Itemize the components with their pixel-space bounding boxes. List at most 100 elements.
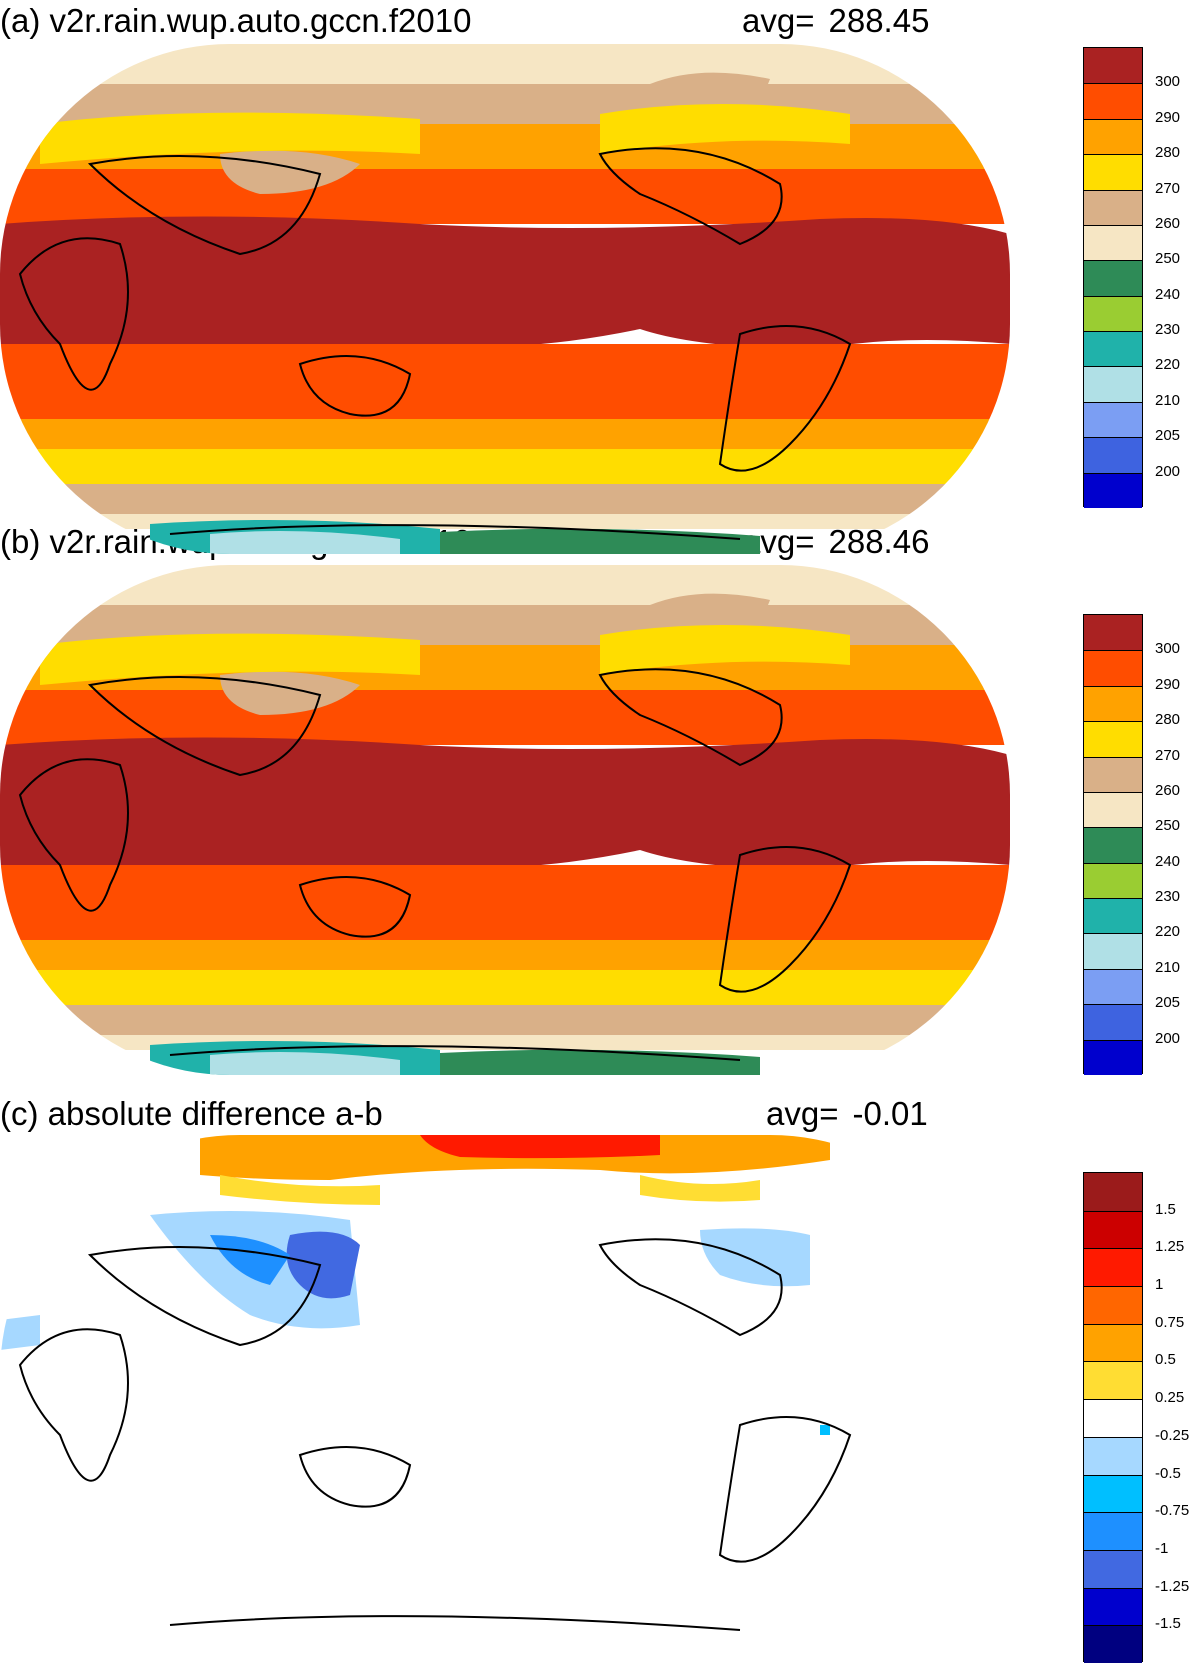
colorbar-swatch [1084, 154, 1142, 190]
band-subtropical-north [0, 169, 1010, 224]
band-subtropical-south [0, 344, 1010, 419]
colorbar-swatch [1084, 118, 1142, 155]
panel-b-average: avg= 288.46 [742, 523, 929, 561]
band-cool-south [0, 449, 1010, 484]
panel-a-avg-value: 288.45 [828, 2, 930, 39]
colorbar-swatch [1084, 1625, 1142, 1663]
band-cool-south [0, 970, 1010, 1005]
band-subtropical-south [0, 865, 1010, 940]
colorbar-tick-label: 240 [1155, 852, 1181, 870]
colorbar-tick-label: 220 [1155, 923, 1181, 941]
panel-a-colorbar: 300 290 280 270 260 250 240 230 220 210 205 200 [1083, 47, 1193, 508]
colorbar-swatch [1084, 331, 1142, 367]
panel-c-colorbar-box [1083, 1172, 1143, 1663]
colorbar-swatch [1084, 933, 1142, 969]
colorbar-swatch [1084, 1587, 1142, 1626]
antarctica-colder [210, 530, 400, 554]
colorbar-tick-label: 1 [1155, 1276, 1164, 1294]
colorbar-swatch [1084, 1549, 1142, 1588]
colorbar-tick-label: -1.5 [1155, 1615, 1181, 1633]
colorbar-tick-label: 280 [1155, 711, 1181, 729]
colorbar-swatch [1084, 1248, 1142, 1287]
north-america-cooling [700, 1228, 810, 1287]
panel-a-colorbar-box [1083, 47, 1143, 508]
colorbar-tick-label: 210 [1155, 391, 1181, 409]
panel-c-map [0, 1135, 1010, 1655]
colorbar-tick-label: -1 [1155, 1539, 1169, 1557]
band-subtropical-north [0, 690, 1010, 745]
antarctica-colder [210, 1051, 400, 1075]
colorbar-tick-label: 220 [1155, 356, 1181, 374]
colorbar-swatch [1084, 1512, 1142, 1550]
greenland [650, 593, 770, 625]
colorbar-tick-label: 280 [1155, 144, 1181, 162]
colorbar-swatch [1084, 615, 1142, 651]
asia-warm [40, 112, 420, 164]
colorbar-swatch [1084, 756, 1142, 792]
colorbar-swatch [1084, 224, 1142, 261]
africa-cooling [0, 1315, 40, 1350]
colorbar-tick-label: 1.25 [1155, 1238, 1185, 1256]
colorbar-tick-label: -0.25 [1155, 1426, 1190, 1444]
panel-a-avg-label: avg= [742, 2, 815, 39]
north-america-cool [600, 104, 850, 154]
band-southern-ocean [0, 484, 1010, 514]
colorbar-swatch [1084, 1474, 1142, 1513]
band-midlat-south [0, 419, 1010, 449]
colorbar-tick-label: 200 [1155, 462, 1181, 480]
antarctica-east [440, 528, 760, 554]
colorbar-swatch [1084, 401, 1142, 438]
warm-pool [0, 216, 1010, 349]
colorbar-tick-label: 210 [1155, 958, 1181, 976]
panel-b-colorbar: 300 290 280 270 260 250 240 230 220 210 205 200 [1083, 614, 1193, 1075]
panel-a-title: (a) v2r.rain.wup.auto.gccn.f2010 [0, 2, 472, 39]
colorbar-tick-label: 200 [1155, 1029, 1181, 1047]
arctic-warming-red [420, 1135, 660, 1159]
colorbar-tick-label: 290 [1155, 675, 1181, 693]
greenland [650, 72, 770, 104]
colorbar-tick-label: 260 [1155, 781, 1181, 799]
panel-c-avg-label: avg= [766, 1095, 839, 1132]
colorbar-swatch [1084, 1361, 1142, 1400]
colorbar-swatch [1084, 295, 1142, 332]
panel-b-map [0, 565, 1010, 1075]
india-cooling [210, 1235, 290, 1285]
sa-cooling-spot [820, 1425, 830, 1435]
panel-c-colorbar: 1.5 1.25 1 0.75 0.5 0.25 -0.25 -0.5 -0.75 -1 -1.25… [1083, 1172, 1193, 1663]
coastlines [18, 668, 852, 1061]
band-polar-north [0, 44, 1010, 84]
panel-b-avg-value: 288.46 [828, 523, 930, 560]
colorbar-tick-label: 240 [1155, 285, 1181, 303]
arctic-warming-yellow [220, 1175, 760, 1205]
band-polar-north [0, 565, 1010, 605]
colorbar-swatch [1084, 472, 1142, 508]
colorbar-tick-label: 300 [1155, 640, 1181, 658]
colorbar-tick-label: 230 [1155, 888, 1181, 906]
colorbar-swatch [1084, 650, 1142, 686]
colorbar-swatch [1084, 366, 1142, 402]
panel-c-average: avg= -0.01 [766, 1095, 928, 1133]
colorbar-tick-label: -1.25 [1155, 1577, 1190, 1595]
asia-warm [40, 633, 420, 685]
colorbar-tick-label: 250 [1155, 250, 1181, 268]
colorbar-swatch [1084, 1286, 1142, 1324]
colorbar-tick-label: 230 [1155, 321, 1181, 339]
colorbar-swatch [1084, 260, 1142, 296]
colorbar-tick-label: 250 [1155, 817, 1181, 835]
band-southern-ocean [0, 1005, 1010, 1035]
band-midlat-south [0, 940, 1010, 970]
colorbar-swatch [1084, 1210, 1142, 1249]
colorbar-swatch [1084, 48, 1142, 84]
colorbar-swatch [1084, 1399, 1142, 1437]
colorbar-tick-label: 260 [1155, 214, 1181, 232]
colorbar-swatch [1084, 83, 1142, 119]
colorbar-swatch [1084, 685, 1142, 722]
colorbar-tick-label: 300 [1155, 73, 1181, 91]
colorbar-tick-label: 270 [1155, 179, 1181, 197]
coastlines [18, 1238, 852, 1631]
coastlines [18, 147, 852, 540]
colorbar-tick-label: 1.5 [1155, 1200, 1176, 1218]
panel-c-title: (c) absolute difference a-b [0, 1095, 383, 1132]
colorbar-swatch [1084, 1039, 1142, 1075]
colorbar-tick-label: -0.75 [1155, 1502, 1190, 1520]
